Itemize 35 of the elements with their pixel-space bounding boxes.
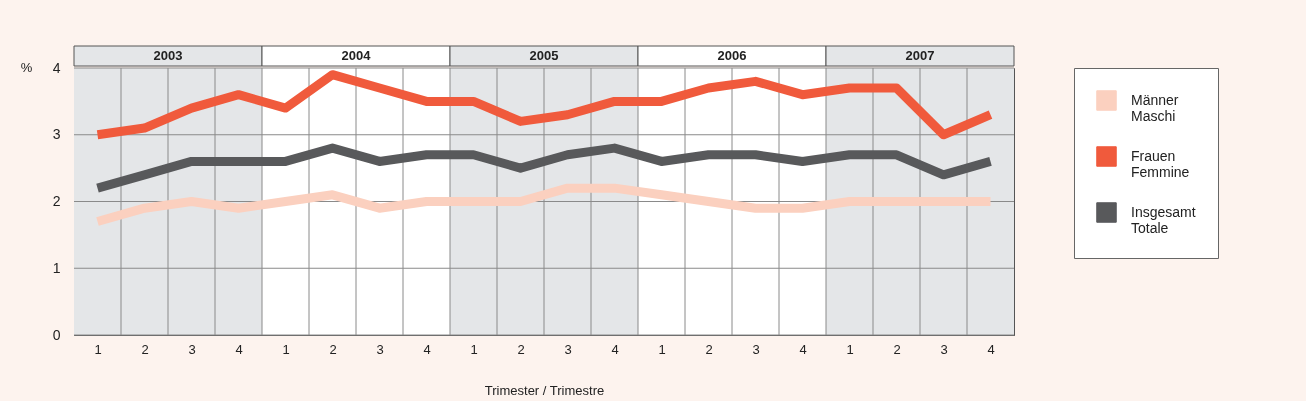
x-tick-label: 4 bbox=[987, 341, 995, 357]
x-tick-label: 2 bbox=[517, 341, 525, 357]
x-tick-label: 3 bbox=[376, 341, 384, 357]
x-tick-label: 4 bbox=[423, 341, 431, 357]
legend-label: Insgesamt Totale bbox=[1131, 203, 1196, 236]
x-axis-title: Trimester / Trimestre bbox=[484, 382, 605, 398]
text: 2005 bbox=[529, 48, 559, 63]
x-tick-label: 1 bbox=[470, 341, 478, 357]
y-tick-label: 0 bbox=[52, 326, 61, 343]
x-tick-label: 2 bbox=[141, 341, 149, 357]
y-tick-label: 4 bbox=[52, 59, 61, 76]
text: 2007 bbox=[905, 48, 935, 63]
text: 2003 bbox=[153, 48, 183, 63]
x-tick-label: 1 bbox=[658, 341, 666, 357]
x-tick-label: 1 bbox=[282, 341, 290, 357]
x-tick-label: 2 bbox=[893, 341, 901, 357]
x-tick-label: 1 bbox=[94, 341, 102, 357]
legend-label: Männer Maschi bbox=[1131, 91, 1179, 124]
y-tick-label: 1 bbox=[52, 259, 61, 276]
legend-label: Frauen Femmine bbox=[1131, 147, 1190, 180]
y-axis-title: % bbox=[20, 59, 33, 75]
y-tick-label: 2 bbox=[52, 193, 61, 209]
x-tick-label: 3 bbox=[752, 341, 760, 357]
x-tick-label: 2 bbox=[329, 341, 337, 357]
x-tick-label: 1 bbox=[846, 341, 854, 357]
x-tick-label: 3 bbox=[564, 341, 572, 357]
x-tick-label: 3 bbox=[940, 341, 948, 357]
x-tick-label: 4 bbox=[799, 341, 807, 357]
x-tick-label: 4 bbox=[235, 341, 243, 357]
x-tick-label: 4 bbox=[611, 341, 619, 357]
y-tick-label: 3 bbox=[52, 126, 61, 143]
x-tick-label: 2 bbox=[705, 341, 713, 357]
text: 2006 bbox=[717, 48, 747, 63]
text: 2004 bbox=[341, 48, 372, 63]
x-tick-label: 3 bbox=[188, 341, 196, 357]
